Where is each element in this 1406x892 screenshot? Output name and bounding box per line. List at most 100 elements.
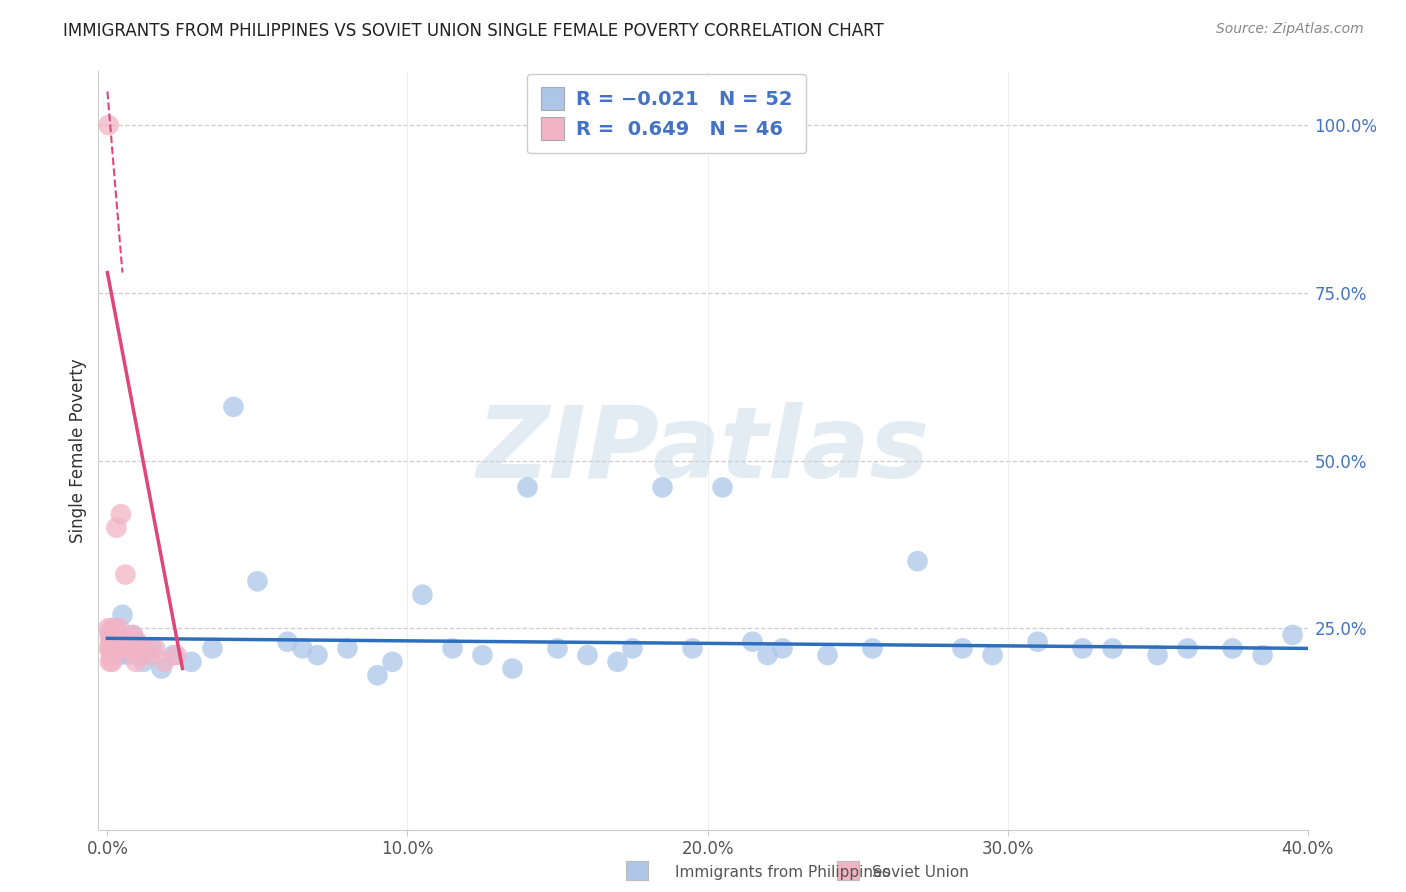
Point bbox=[98, 628, 121, 642]
Point bbox=[180, 655, 202, 669]
Text: Soviet Union: Soviet Union bbox=[872, 865, 969, 880]
Point bbox=[104, 641, 127, 656]
Point bbox=[981, 648, 1004, 662]
Y-axis label: Single Female Poverty: Single Female Poverty bbox=[69, 359, 87, 542]
Point bbox=[98, 655, 121, 669]
Point bbox=[411, 588, 433, 602]
Point bbox=[101, 655, 124, 669]
Point bbox=[471, 648, 494, 662]
Text: Immigrants from Philippines: Immigrants from Philippines bbox=[675, 865, 890, 880]
Point bbox=[117, 648, 139, 662]
Point bbox=[97, 118, 120, 132]
Point bbox=[108, 641, 131, 656]
Point bbox=[108, 648, 131, 662]
Point bbox=[516, 480, 538, 494]
Point bbox=[741, 634, 763, 648]
Point bbox=[101, 641, 124, 656]
Point bbox=[336, 641, 359, 656]
Point bbox=[103, 641, 125, 656]
Point bbox=[104, 634, 127, 648]
Point bbox=[98, 634, 121, 648]
Point bbox=[127, 634, 149, 648]
Point bbox=[1071, 641, 1094, 656]
Point bbox=[150, 661, 173, 675]
Point bbox=[100, 621, 122, 635]
Point bbox=[103, 621, 125, 635]
Point bbox=[132, 641, 155, 656]
Point bbox=[105, 628, 128, 642]
Point bbox=[114, 634, 136, 648]
Point bbox=[682, 641, 704, 656]
Point bbox=[101, 641, 124, 656]
Point bbox=[100, 634, 122, 648]
Point bbox=[100, 648, 122, 662]
Point bbox=[1251, 648, 1274, 662]
Point bbox=[772, 641, 794, 656]
Point bbox=[1281, 628, 1303, 642]
Point bbox=[127, 641, 149, 656]
Point bbox=[1222, 641, 1244, 656]
Point bbox=[105, 521, 128, 535]
Point bbox=[1101, 641, 1123, 656]
Point bbox=[132, 655, 155, 669]
Text: Source: ZipAtlas.com: Source: ZipAtlas.com bbox=[1216, 22, 1364, 37]
Text: ZIPatlas: ZIPatlas bbox=[477, 402, 929, 499]
Point bbox=[101, 641, 124, 656]
Point bbox=[1146, 648, 1168, 662]
Point bbox=[441, 641, 464, 656]
Point bbox=[107, 641, 129, 656]
Point bbox=[817, 648, 839, 662]
Point bbox=[907, 554, 929, 568]
Point bbox=[1177, 641, 1199, 656]
Point bbox=[103, 634, 125, 648]
Point bbox=[120, 641, 142, 656]
Point bbox=[381, 655, 404, 669]
Point bbox=[307, 648, 329, 662]
Point bbox=[108, 621, 131, 635]
Point bbox=[122, 628, 145, 642]
Point bbox=[366, 668, 388, 682]
Point bbox=[291, 641, 314, 656]
Point bbox=[165, 648, 187, 662]
Point bbox=[108, 634, 131, 648]
Point bbox=[97, 621, 120, 635]
Point bbox=[101, 634, 124, 648]
Point bbox=[547, 641, 569, 656]
Point bbox=[117, 641, 139, 656]
Point bbox=[138, 648, 160, 662]
Text: IMMIGRANTS FROM PHILIPPINES VS SOVIET UNION SINGLE FEMALE POVERTY CORRELATION CH: IMMIGRANTS FROM PHILIPPINES VS SOVIET UN… bbox=[63, 22, 884, 40]
Point bbox=[501, 661, 523, 675]
Point bbox=[145, 641, 167, 656]
Point bbox=[125, 655, 148, 669]
Point bbox=[162, 648, 184, 662]
Point bbox=[576, 648, 599, 662]
Point bbox=[97, 641, 120, 656]
Point bbox=[222, 400, 245, 414]
Point bbox=[952, 641, 974, 656]
Point bbox=[129, 648, 152, 662]
Point bbox=[122, 628, 145, 642]
Point bbox=[100, 628, 122, 642]
Point bbox=[111, 634, 134, 648]
Point bbox=[276, 634, 298, 648]
Point bbox=[711, 480, 734, 494]
Point bbox=[118, 634, 141, 648]
Point bbox=[112, 641, 135, 656]
Point bbox=[246, 574, 269, 589]
Point bbox=[111, 607, 134, 622]
Point bbox=[114, 567, 136, 582]
Point bbox=[756, 648, 779, 662]
Point bbox=[115, 634, 138, 648]
Point bbox=[104, 628, 127, 642]
Point bbox=[606, 655, 628, 669]
Point bbox=[110, 507, 132, 521]
Point bbox=[862, 641, 884, 656]
Point bbox=[651, 480, 673, 494]
Point bbox=[111, 641, 134, 656]
Point bbox=[100, 628, 122, 642]
Point bbox=[124, 641, 146, 656]
Point bbox=[621, 641, 644, 656]
Point bbox=[141, 641, 163, 656]
Point bbox=[153, 655, 176, 669]
Point bbox=[105, 621, 128, 635]
